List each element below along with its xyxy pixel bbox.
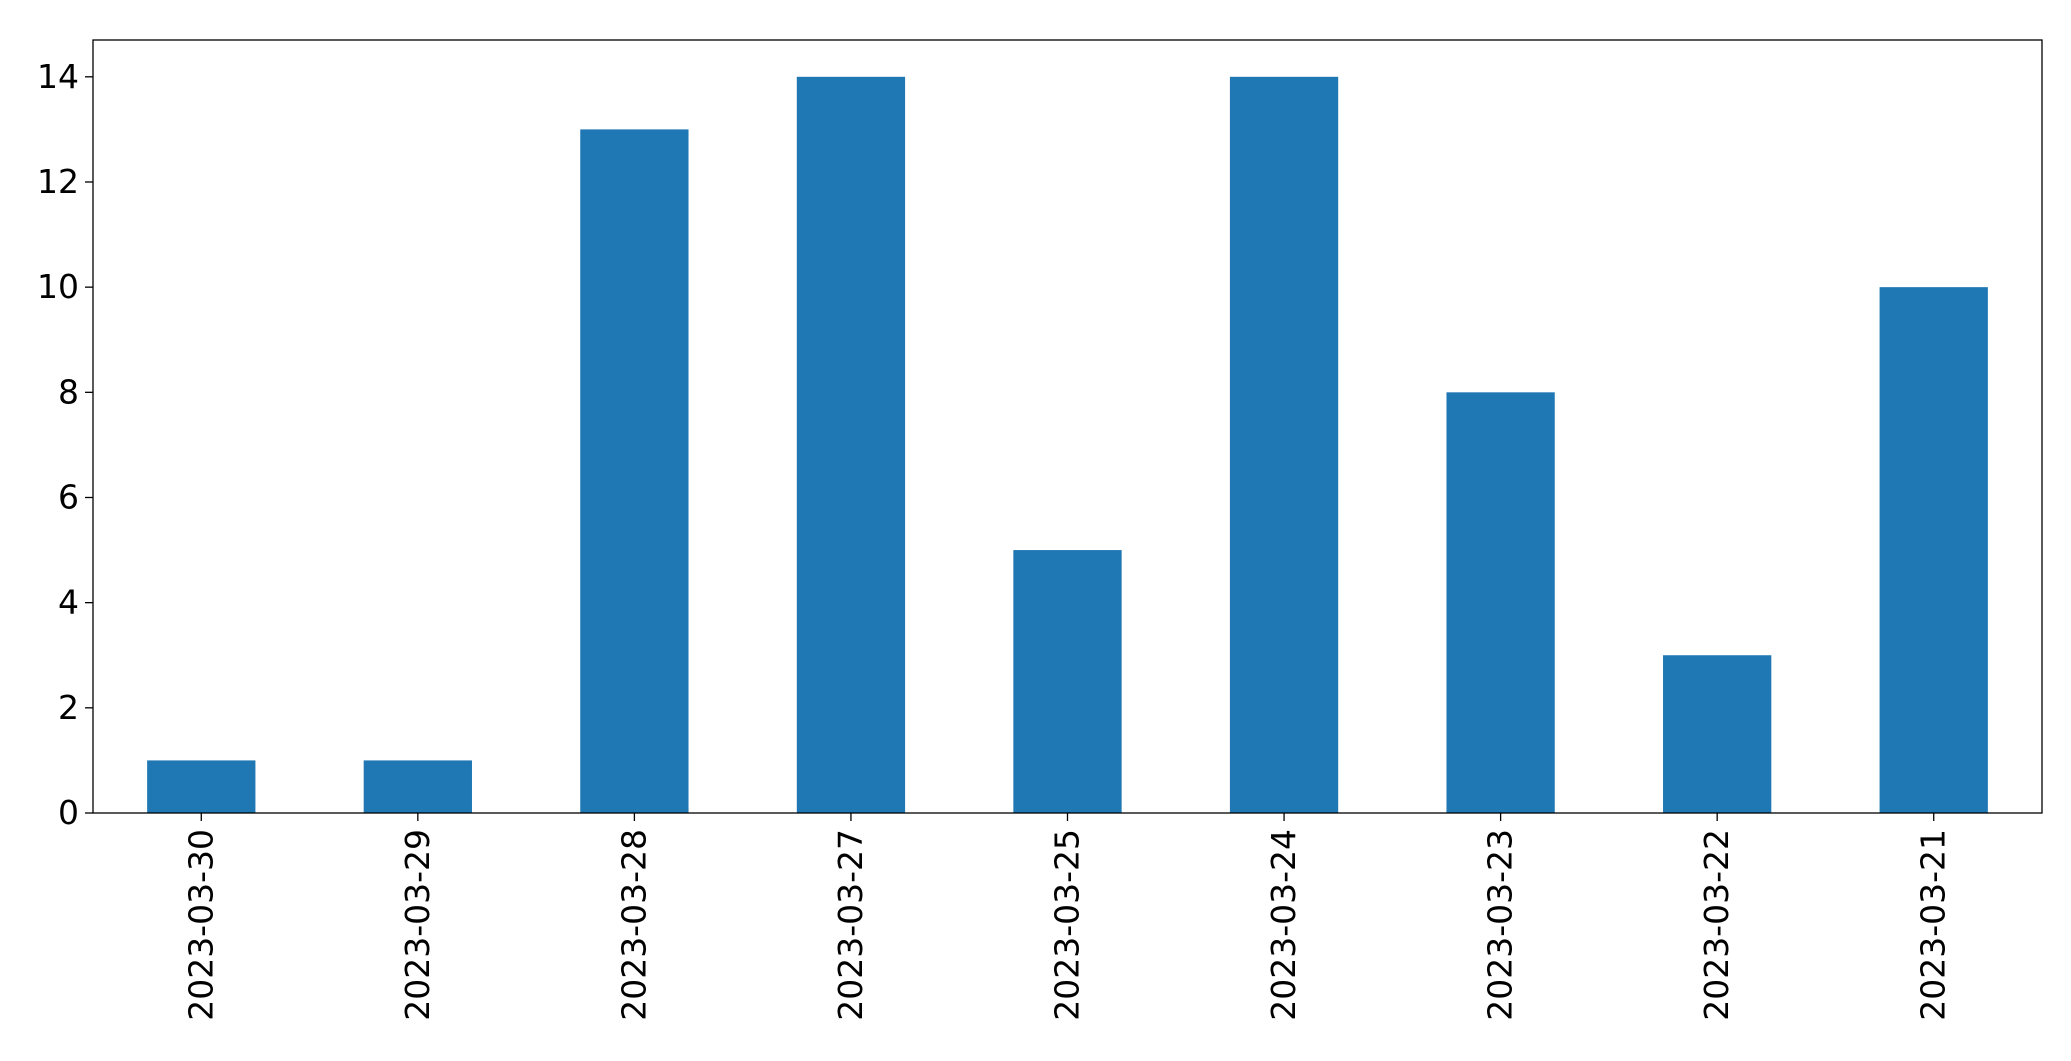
y-tick-label: 2 [58, 688, 79, 727]
x-tick-label: 2023-03-28 [614, 829, 653, 1021]
x-tick-label: 2023-03-27 [831, 829, 870, 1021]
y-tick-label: 6 [58, 477, 79, 516]
x-tick-label: 2023-03-24 [1264, 829, 1303, 1021]
bar-2023-03-29 [363, 760, 472, 813]
bar-2023-03-21 [1879, 287, 1988, 813]
bar-2023-03-27 [796, 76, 906, 813]
x-tick-label: 2023-03-25 [1048, 829, 1087, 1021]
x-tick-label: 2023-03-21 [1914, 829, 1953, 1021]
y-tick-label: 0 [58, 793, 79, 832]
y-tick-label: 8 [58, 372, 79, 411]
y-axis: 0 2 4 6 8 10 12 14 [37, 57, 93, 832]
x-axis: 2023-03-30 2023-03-29 2023-03-28 2023-03-27… [181, 813, 1953, 1021]
y-tick-label: 14 [37, 57, 79, 96]
x-tick-label: 2023-03-29 [398, 829, 437, 1021]
x-tick-label: 2023-03-30 [181, 829, 220, 1021]
bar-2023-03-25 [1013, 550, 1122, 813]
bar-2023-03-24 [1229, 76, 1339, 813]
bar-2023-03-23 [1446, 392, 1555, 813]
bar-2023-03-22 [1663, 655, 1772, 813]
plot-frame [92, 39, 2043, 814]
y-tick-label: 12 [37, 162, 79, 201]
bar-2023-03-30 [147, 760, 256, 813]
y-tick-label: 10 [37, 267, 79, 306]
x-tick-label: 2023-03-23 [1481, 829, 1520, 1021]
bars-layer [147, 76, 1988, 813]
x-tick-label: 2023-03-22 [1697, 829, 1736, 1021]
y-tick-label: 4 [58, 583, 79, 622]
bar-2023-03-28 [580, 129, 689, 813]
